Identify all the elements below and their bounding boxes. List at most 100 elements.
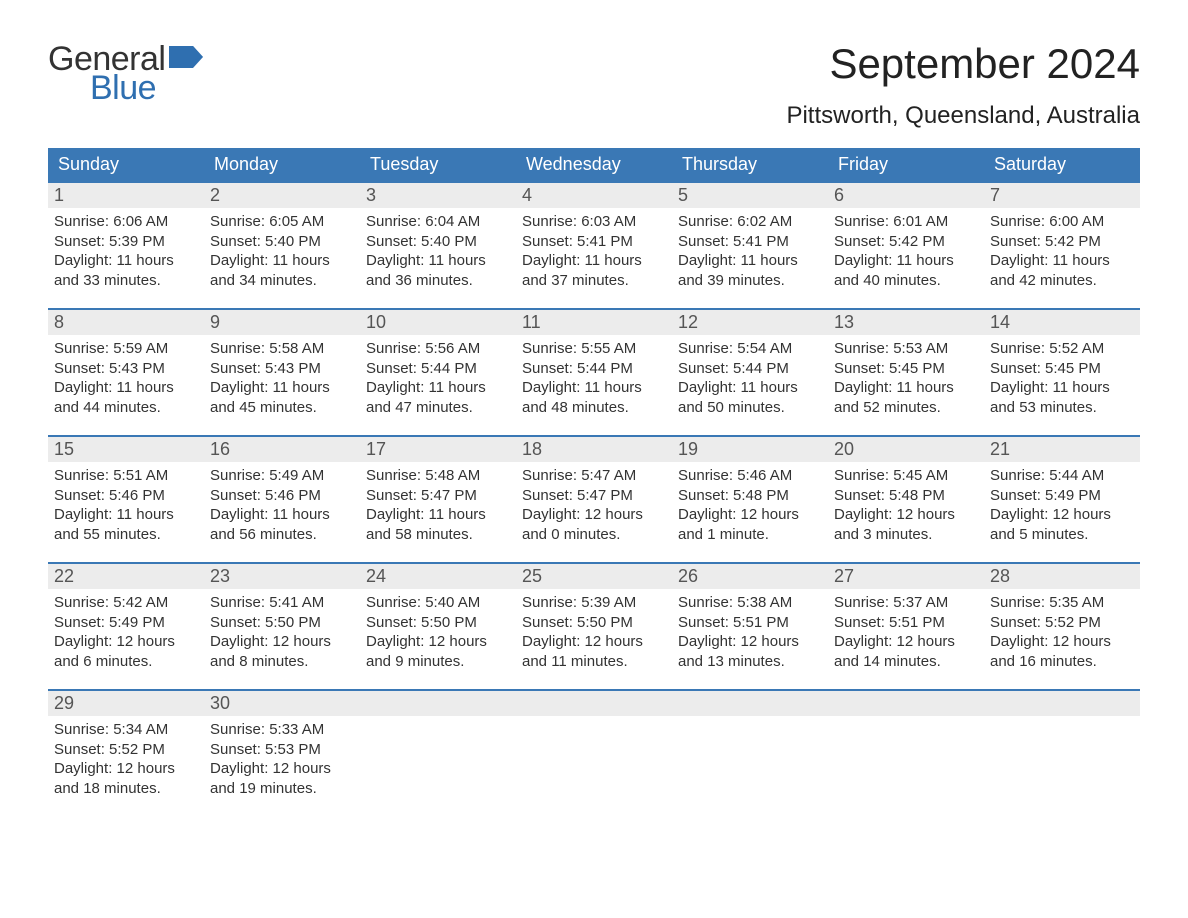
sunset-text: Sunset: 5:47 PM (366, 486, 510, 506)
sunrise-text: Sunrise: 6:02 AM (678, 212, 822, 232)
day-details: Sunrise: 5:59 AMSunset: 5:43 PMDaylight:… (48, 335, 204, 417)
day-details: Sunrise: 5:42 AMSunset: 5:49 PMDaylight:… (48, 589, 204, 671)
day-details: Sunrise: 6:04 AMSunset: 5:40 PMDaylight:… (360, 208, 516, 290)
day-number: 20 (828, 437, 984, 462)
sunrise-text: Sunrise: 5:53 AM (834, 339, 978, 359)
calendar-day: 4Sunrise: 6:03 AMSunset: 5:41 PMDaylight… (516, 183, 672, 298)
calendar-day (360, 691, 516, 806)
day-number: 13 (828, 310, 984, 335)
calendar-week: 22Sunrise: 5:42 AMSunset: 5:49 PMDayligh… (48, 562, 1140, 679)
day-number: 9 (204, 310, 360, 335)
day-number: 2 (204, 183, 360, 208)
daylight-text: Daylight: 11 hours and 40 minutes. (834, 251, 978, 290)
day-details: Sunrise: 6:01 AMSunset: 5:42 PMDaylight:… (828, 208, 984, 290)
day-number: 5 (672, 183, 828, 208)
sunset-text: Sunset: 5:49 PM (990, 486, 1134, 506)
day-details: Sunrise: 5:51 AMSunset: 5:46 PMDaylight:… (48, 462, 204, 544)
daylight-text: Daylight: 12 hours and 18 minutes. (54, 759, 198, 798)
dow-sunday: Sunday (48, 148, 204, 181)
day-details: Sunrise: 5:54 AMSunset: 5:44 PMDaylight:… (672, 335, 828, 417)
calendar-day: 30Sunrise: 5:33 AMSunset: 5:53 PMDayligh… (204, 691, 360, 806)
sunset-text: Sunset: 5:52 PM (990, 613, 1134, 633)
daylight-text: Daylight: 12 hours and 8 minutes. (210, 632, 354, 671)
sunset-text: Sunset: 5:45 PM (834, 359, 978, 379)
day-number: 25 (516, 564, 672, 589)
calendar-day: 6Sunrise: 6:01 AMSunset: 5:42 PMDaylight… (828, 183, 984, 298)
sunrise-text: Sunrise: 5:34 AM (54, 720, 198, 740)
dow-wednesday: Wednesday (516, 148, 672, 181)
sunrise-text: Sunrise: 5:56 AM (366, 339, 510, 359)
day-number: 26 (672, 564, 828, 589)
sunset-text: Sunset: 5:43 PM (210, 359, 354, 379)
day-details: Sunrise: 5:49 AMSunset: 5:46 PMDaylight:… (204, 462, 360, 544)
sunrise-text: Sunrise: 5:55 AM (522, 339, 666, 359)
daylight-text: Daylight: 11 hours and 58 minutes. (366, 505, 510, 544)
dow-friday: Friday (828, 148, 984, 181)
day-details: Sunrise: 5:33 AMSunset: 5:53 PMDaylight:… (204, 716, 360, 798)
daylight-text: Daylight: 11 hours and 50 minutes. (678, 378, 822, 417)
sunset-text: Sunset: 5:51 PM (678, 613, 822, 633)
day-number: 29 (48, 691, 204, 716)
day-number: 10 (360, 310, 516, 335)
calendar-week: 1Sunrise: 6:06 AMSunset: 5:39 PMDaylight… (48, 181, 1140, 298)
flag-icon (169, 46, 203, 73)
day-number: 15 (48, 437, 204, 462)
daylight-text: Daylight: 11 hours and 37 minutes. (522, 251, 666, 290)
daylight-text: Daylight: 11 hours and 45 minutes. (210, 378, 354, 417)
sunset-text: Sunset: 5:45 PM (990, 359, 1134, 379)
calendar-day: 2Sunrise: 6:05 AMSunset: 5:40 PMDaylight… (204, 183, 360, 298)
sunset-text: Sunset: 5:50 PM (366, 613, 510, 633)
day-number (360, 691, 516, 716)
day-details: Sunrise: 5:48 AMSunset: 5:47 PMDaylight:… (360, 462, 516, 544)
calendar-day: 14Sunrise: 5:52 AMSunset: 5:45 PMDayligh… (984, 310, 1140, 425)
sunrise-text: Sunrise: 5:41 AM (210, 593, 354, 613)
sunrise-text: Sunrise: 5:35 AM (990, 593, 1134, 613)
daylight-text: Daylight: 11 hours and 42 minutes. (990, 251, 1134, 290)
calendar-day (516, 691, 672, 806)
daylight-text: Daylight: 11 hours and 48 minutes. (522, 378, 666, 417)
location-text: Pittsworth, Queensland, Australia (786, 102, 1140, 130)
sunrise-text: Sunrise: 5:42 AM (54, 593, 198, 613)
calendar-day: 29Sunrise: 5:34 AMSunset: 5:52 PMDayligh… (48, 691, 204, 806)
calendar-day: 13 Sunrise: 5:53 AMSunset: 5:45 PMDayligh… (828, 310, 984, 425)
sunset-text: Sunset: 5:44 PM (678, 359, 822, 379)
daylight-text: Daylight: 11 hours and 52 minutes. (834, 378, 978, 417)
calendar-day: 9 Sunrise: 5:58 AMSunset: 5:43 PMDaylight… (204, 310, 360, 425)
daylight-text: Daylight: 11 hours and 33 minutes. (54, 251, 198, 290)
sunset-text: Sunset: 5:44 PM (522, 359, 666, 379)
sunset-text: Sunset: 5:40 PM (210, 232, 354, 252)
day-number: 1 (48, 183, 204, 208)
day-number: 22 (48, 564, 204, 589)
day-number (984, 691, 1140, 716)
sunset-text: Sunset: 5:46 PM (210, 486, 354, 506)
calendar-day (672, 691, 828, 806)
sunrise-text: Sunrise: 5:59 AM (54, 339, 198, 359)
calendar-day: 16Sunrise: 5:49 AMSunset: 5:46 PMDayligh… (204, 437, 360, 552)
sunset-text: Sunset: 5:47 PM (522, 486, 666, 506)
calendar-day: 3Sunrise: 6:04 AMSunset: 5:40 PMDaylight… (360, 183, 516, 298)
calendar-week: 29Sunrise: 5:34 AMSunset: 5:52 PMDayligh… (48, 689, 1140, 806)
daylight-text: Daylight: 11 hours and 55 minutes. (54, 505, 198, 544)
calendar-day (984, 691, 1140, 806)
sunrise-text: Sunrise: 6:03 AM (522, 212, 666, 232)
daylight-text: Daylight: 12 hours and 5 minutes. (990, 505, 1134, 544)
day-number: 30 (204, 691, 360, 716)
calendar-day: 10Sunrise: 5:56 AMSunset: 5:44 PMDayligh… (360, 310, 516, 425)
sunrise-text: Sunrise: 5:58 AM (210, 339, 354, 359)
page-title: September 2024 (786, 40, 1140, 88)
sunrise-text: Sunrise: 6:04 AM (366, 212, 510, 232)
daylight-text: Daylight: 11 hours and 44 minutes. (54, 378, 198, 417)
day-number: 23 (204, 564, 360, 589)
sunrise-text: Sunrise: 5:45 AM (834, 466, 978, 486)
dow-thursday: Thursday (672, 148, 828, 181)
day-details: Sunrise: 5:37 AMSunset: 5:51 PMDaylight:… (828, 589, 984, 671)
daylight-text: Daylight: 12 hours and 6 minutes. (54, 632, 198, 671)
daylight-text: Daylight: 12 hours and 19 minutes. (210, 759, 354, 798)
sunset-text: Sunset: 5:40 PM (366, 232, 510, 252)
sunset-text: Sunset: 5:41 PM (522, 232, 666, 252)
daylight-text: Daylight: 11 hours and 34 minutes. (210, 251, 354, 290)
sunset-text: Sunset: 5:51 PM (834, 613, 978, 633)
daylight-text: Daylight: 12 hours and 16 minutes. (990, 632, 1134, 671)
calendar-day: 26Sunrise: 5:38 AMSunset: 5:51 PMDayligh… (672, 564, 828, 679)
calendar-day: 17Sunrise: 5:48 AMSunset: 5:47 PMDayligh… (360, 437, 516, 552)
